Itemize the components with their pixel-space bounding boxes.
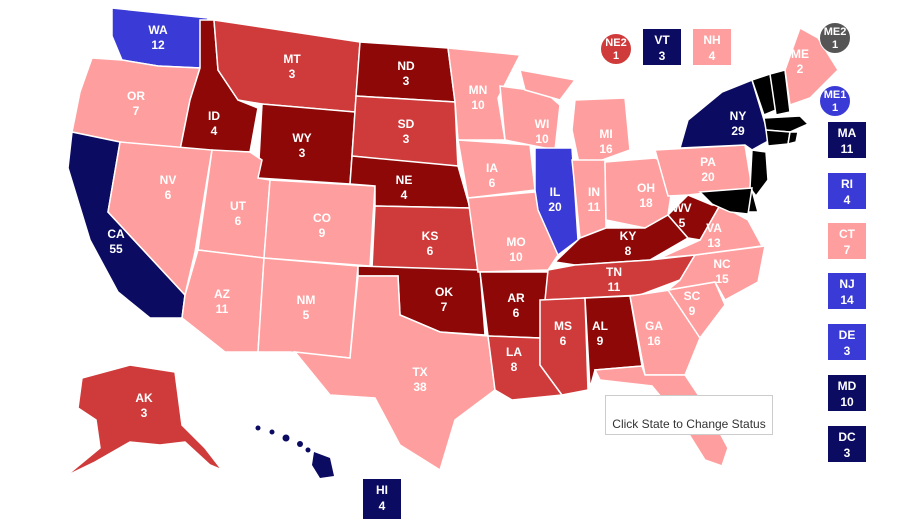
district-me2-marker[interactable]: ME2 1 [819, 22, 851, 54]
state-md[interactable] [698, 187, 753, 215]
state-box-dc-abbr: DC [838, 430, 856, 444]
state-ia[interactable] [457, 139, 536, 199]
state-box-ri-votes: 4 [843, 193, 851, 207]
state-box-ma-abbr: MA [837, 126, 857, 140]
state-nm[interactable] [257, 257, 359, 359]
state-box-nj[interactable]: NJ 14 [827, 272, 867, 310]
state-box-de-abbr: DE [838, 328, 856, 342]
state-wa[interactable] [111, 7, 209, 69]
state-fl[interactable] [593, 365, 729, 467]
state-box-ma[interactable]: MA 11 [827, 121, 867, 159]
district-me2-votes: 1 [831, 39, 839, 51]
state-mt[interactable] [213, 19, 361, 113]
state-nh[interactable] [769, 69, 791, 116]
state-box-de[interactable]: DE 3 [827, 323, 867, 361]
state-box-ri-abbr: RI [841, 177, 853, 191]
state-il[interactable] [534, 147, 579, 257]
state-ri[interactable] [787, 131, 799, 146]
state-co[interactable] [263, 179, 376, 267]
state-mo[interactable] [467, 191, 559, 273]
state-box-ct-abbr: CT [839, 227, 855, 241]
state-box-hi-votes: 4 [378, 499, 386, 513]
state-nv[interactable] [107, 141, 213, 297]
state-box-nh[interactable]: NH 4 [692, 28, 732, 66]
state-box-hi-abbr: HI [376, 483, 388, 497]
state-box-dc-votes: 3 [843, 446, 851, 460]
state-box-ct[interactable]: CT 7 [827, 222, 867, 260]
state-box-vt-votes: 3 [658, 49, 666, 63]
state-ks[interactable] [371, 205, 479, 273]
state-box-md-votes: 10 [840, 395, 854, 409]
state-box-vt[interactable]: VT 3 [642, 28, 682, 66]
state-ak[interactable] [65, 364, 225, 477]
state-tx[interactable] [293, 275, 496, 472]
state-box-ma-votes: 11 [840, 142, 854, 156]
state-box-md[interactable]: MD 10 [827, 374, 867, 412]
district-me1-marker[interactable]: ME1 1 [819, 85, 851, 117]
state-box-nh-votes: 4 [708, 49, 716, 63]
state-box-ri[interactable]: RI 4 [827, 172, 867, 210]
state-pa[interactable] [654, 144, 753, 197]
state-me[interactable] [784, 26, 839, 107]
state-ct[interactable] [765, 129, 791, 147]
state-nd[interactable] [355, 41, 456, 103]
state-nj[interactable] [749, 149, 769, 198]
state-hi[interactable] [255, 425, 335, 479]
state-wy[interactable] [257, 103, 356, 185]
state-az[interactable] [181, 249, 265, 353]
state-box-ct-votes: 7 [843, 243, 851, 257]
state-box-nj-votes: 14 [840, 293, 854, 307]
state-ms[interactable] [539, 297, 589, 396]
district-me1-abbr: ME1 [823, 89, 847, 101]
state-ny[interactable] [678, 78, 771, 151]
state-box-vt-abbr: VT [654, 33, 670, 47]
state-box-md-abbr: MD [837, 379, 857, 393]
district-me1-votes: 1 [831, 102, 839, 114]
state-box-dc[interactable]: DC 3 [827, 425, 867, 463]
district-ne2-abbr: NE2 [605, 37, 627, 49]
district-ne2-votes: 1 [612, 50, 620, 62]
state-mi[interactable] [518, 69, 631, 169]
district-ne2-marker[interactable]: NE2 1 [600, 33, 632, 65]
state-box-de-votes: 3 [843, 344, 851, 358]
instruction-tooltip: Click State to Change Status [605, 395, 773, 435]
district-me2-abbr: ME2 [823, 26, 847, 38]
state-box-nj-abbr: NJ [839, 277, 855, 291]
state-box-nh-abbr: NH [703, 33, 721, 47]
state-ma[interactable] [763, 115, 810, 133]
state-box-hi[interactable]: HI 4 [362, 478, 402, 520]
